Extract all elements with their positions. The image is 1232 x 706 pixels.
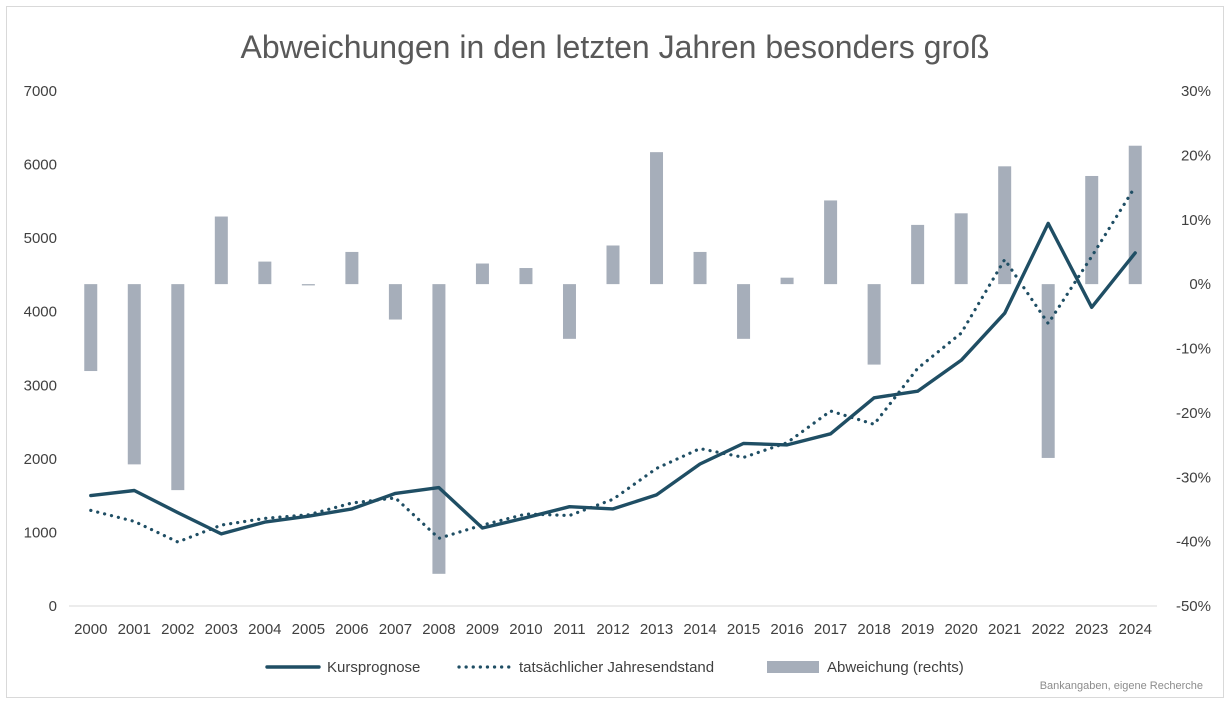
left-tick-label: 1000 xyxy=(24,524,57,541)
bar-abweichung-2014 xyxy=(693,251,707,285)
bar-abweichung-2011 xyxy=(562,284,576,339)
x-tick-label: 2023 xyxy=(1075,621,1108,638)
bar-abweichung-2000 xyxy=(84,284,98,372)
right-tick-label: 20% xyxy=(1181,147,1211,164)
bar-abweichung-2020 xyxy=(954,213,968,285)
bar-abweichung-2003 xyxy=(214,216,228,285)
right-tick-label: -20% xyxy=(1176,405,1211,422)
legend-label: Abweichung (rechts) xyxy=(827,659,964,676)
bar-abweichung-2009 xyxy=(475,263,489,285)
x-tick-label: 2015 xyxy=(727,621,760,638)
right-tick-label: 30% xyxy=(1181,83,1211,100)
x-tick-label: 2001 xyxy=(118,621,151,638)
right-tick-label: 0% xyxy=(1189,276,1211,293)
left-tick-label: 4000 xyxy=(24,304,57,321)
legend-item: tatsächlicher Jahresendstand xyxy=(457,659,714,676)
line-tatsaechlicher-jahresendstand xyxy=(89,185,1137,544)
bar-abweichung-2012 xyxy=(606,245,620,285)
x-tick-label: 2021 xyxy=(988,621,1021,638)
bar-abweichung-2017 xyxy=(824,200,838,285)
left-tick-label: 3000 xyxy=(24,377,57,394)
bar-abweichung-2013 xyxy=(650,152,664,285)
bar-abweichung-2023 xyxy=(1085,175,1099,285)
chart-svg: Abweichungen in den letzten Jahren beson… xyxy=(24,29,1211,692)
x-tick-label: 2009 xyxy=(466,621,499,638)
bar-abweichung-2019 xyxy=(911,224,925,285)
right-tick-label: -30% xyxy=(1176,469,1211,486)
right-tick-label: -40% xyxy=(1176,534,1211,551)
x-tick-label: 2017 xyxy=(814,621,847,638)
bar-abweichung-2021 xyxy=(998,166,1012,285)
x-tick-label: 2014 xyxy=(683,621,716,638)
bar-abweichung-2018 xyxy=(867,284,881,365)
legend-item: Abweichung (rechts) xyxy=(767,659,964,676)
chart-title: Abweichungen in den letzten Jahren beson… xyxy=(241,29,990,65)
left-tick-label: 6000 xyxy=(24,157,57,174)
line-kursprognose xyxy=(89,221,1137,536)
source-note: Bankangaben, eigene Recherche xyxy=(1040,680,1203,692)
bar-series-abweichung xyxy=(84,145,1142,574)
x-tick-label: 2013 xyxy=(640,621,673,638)
left-tick-label: 2000 xyxy=(24,451,57,468)
line-series-group xyxy=(89,185,1137,544)
bar-abweichung-2008 xyxy=(432,284,446,574)
x-tick-label: 2006 xyxy=(335,621,368,638)
x-tick-label: 2002 xyxy=(161,621,194,638)
bar-abweichung-2010 xyxy=(519,268,533,285)
legend-symbol xyxy=(767,661,819,673)
left-y-axis-ticks: 0 1000 2000 3000 4000 5000 6000 7000 xyxy=(24,83,57,615)
legend: Kursprognose tatsächlicher Jahresendstand… xyxy=(265,659,964,676)
legend-label: Kursprognose xyxy=(327,659,420,676)
bar-abweichung-2016 xyxy=(780,277,794,285)
bar-abweichung-2022 xyxy=(1041,284,1055,458)
right-tick-label: 10% xyxy=(1181,212,1211,229)
bar-abweichung-2005 xyxy=(301,284,315,286)
x-tick-label: 2022 xyxy=(1032,621,1065,638)
right-y-axis-ticks: -50% -40% -30% -20% -10% 0% 10% 20% 30% xyxy=(1176,83,1211,615)
x-tick-label: 2000 xyxy=(74,621,107,638)
bar-abweichung-2002 xyxy=(171,284,185,491)
bar-abweichung-2006 xyxy=(345,251,359,285)
right-tick-label: -50% xyxy=(1176,598,1211,615)
x-tick-label: 2003 xyxy=(205,621,238,638)
bar-abweichung-2007 xyxy=(388,284,402,320)
x-tick-label: 2020 xyxy=(944,621,977,638)
x-tick-label: 2024 xyxy=(1119,621,1152,638)
x-tick-label: 2005 xyxy=(292,621,325,638)
left-tick-label: 5000 xyxy=(24,230,57,247)
x-tick-label: 2019 xyxy=(901,621,934,638)
bar-abweichung-2015 xyxy=(737,284,751,339)
x-tick-label: 2004 xyxy=(248,621,281,638)
legend-item: Kursprognose xyxy=(265,659,420,676)
bar-abweichung-2001 xyxy=(127,284,141,465)
x-tick-label: 2018 xyxy=(857,621,890,638)
left-tick-label: 0 xyxy=(49,598,57,615)
left-tick-label: 7000 xyxy=(24,83,57,100)
legend-label: tatsächlicher Jahresendstand xyxy=(519,659,714,676)
bar-abweichung-2024 xyxy=(1128,145,1142,285)
x-tick-label: 2010 xyxy=(509,621,542,638)
right-tick-label: -10% xyxy=(1176,341,1211,358)
bar-abweichung-2004 xyxy=(258,261,272,285)
x-tick-label: 2007 xyxy=(379,621,412,638)
x-tick-label: 2016 xyxy=(770,621,803,638)
x-tick-label: 2011 xyxy=(553,621,585,638)
x-tick-label: 2012 xyxy=(596,621,629,638)
x-axis-ticks: 2000 2001 2002 2003 2004 2005 2006 2007 2008 2009… xyxy=(74,621,1152,638)
chart-frame: Abweichungen in den letzten Jahren beson… xyxy=(6,6,1224,698)
x-tick-label: 2008 xyxy=(422,621,455,638)
